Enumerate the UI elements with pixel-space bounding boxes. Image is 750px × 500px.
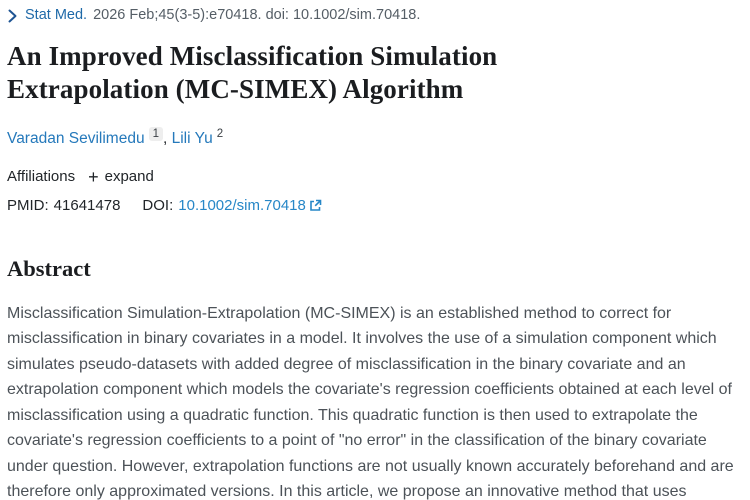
doi-link[interactable]: 10.1002/sim.70418 [178,197,322,214]
abstract-text: Misclassification Simulation-Extrapolati… [7,304,734,500]
expand-label: expand [104,168,154,186]
affiliations-row: Affiliations + expand [7,168,744,186]
plus-icon: + [88,166,99,187]
affiliations-expand-button[interactable]: + expand [88,168,154,186]
page-title: An Improved Misclassification Simulation… [7,41,498,105]
chevron-right-icon [7,9,18,23]
author-link[interactable]: Lili Yu [171,129,213,147]
author-separator: , [162,129,172,147]
abstract-heading: Abstract [7,255,91,281]
affiliation-superscript[interactable]: 1 [148,126,163,141]
author-link[interactable]: Varadan Sevilimedu [7,129,145,147]
doi-link-text: 10.1002/sim.70418 [178,196,306,214]
journal-link[interactable]: Stat Med. [25,7,88,23]
doi-label: DOI: [142,196,174,214]
external-link-icon [309,199,322,212]
citation-text: 2026 Feb;45(3-5):e70418. doi: 10.1002/si… [93,7,421,23]
affiliation-superscript[interactable]: 2 [216,127,224,140]
pmid-label: PMID: [7,196,49,214]
identifiers-row: PMID: 41641478 DOI: 10.1002/sim.70418 [7,197,744,214]
pmid-value: 41641478 [53,196,121,214]
authors-list: Varadan Sevilimedu 1, Lili Yu 2 [7,126,744,148]
citation-line: Stat Med. 2026 Feb;45(3-5):e70418. doi: … [7,7,744,23]
affiliations-label: Affiliations [7,168,76,186]
